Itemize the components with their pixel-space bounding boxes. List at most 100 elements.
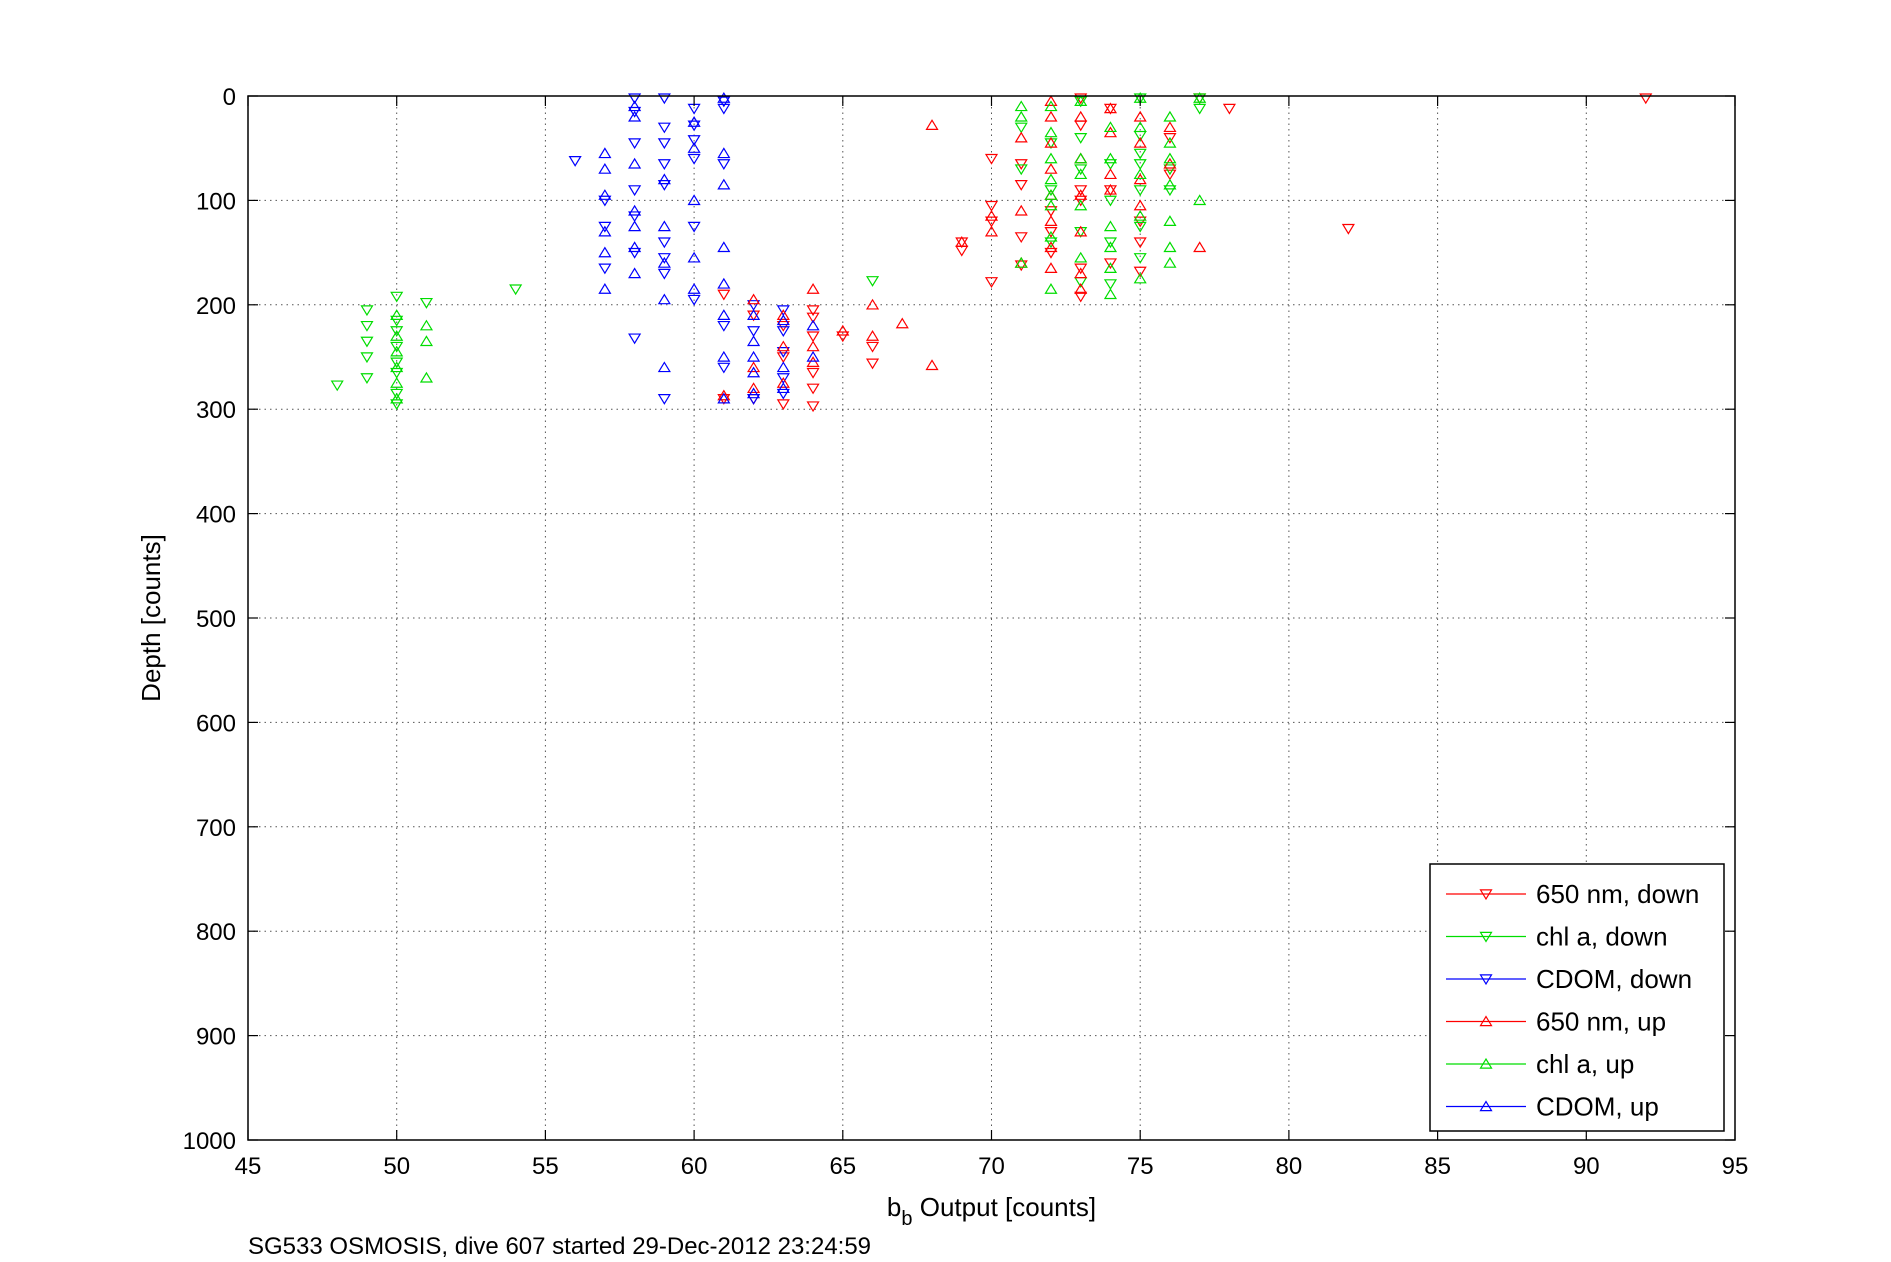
legend-label: 650 nm, up [1536, 1007, 1666, 1037]
data-point [1044, 237, 1058, 249]
data-point [1639, 93, 1653, 105]
data-point [1103, 220, 1118, 232]
data-point [1133, 272, 1147, 284]
data-point [717, 362, 731, 374]
data-point [1074, 168, 1088, 180]
data-point [806, 401, 820, 413]
data-point [1163, 110, 1177, 122]
x-tick-label: 80 [1276, 1153, 1303, 1180]
data-point [390, 330, 404, 341]
legend-item: chl a, up [1446, 1049, 1634, 1079]
data-point [1163, 169, 1177, 181]
data-point [390, 367, 404, 379]
data-point [598, 189, 612, 200]
data-point [806, 319, 820, 331]
legend-label: 650 nm, down [1536, 879, 1699, 909]
data-point [1044, 95, 1058, 106]
data-point [717, 178, 731, 190]
data-point [717, 147, 731, 159]
data-point [657, 253, 671, 264]
data-point [390, 291, 404, 303]
data-point [984, 277, 999, 288]
data-point [360, 373, 374, 384]
data-point [1074, 291, 1088, 303]
legend-item: CDOM, up [1446, 1092, 1659, 1122]
data-point [390, 315, 404, 327]
data-point [1074, 251, 1088, 263]
x-axis-title: bb Output [counts] [887, 1192, 1096, 1230]
y-tick-label: 400 [196, 502, 236, 529]
data-point [1074, 267, 1088, 279]
data-point [1044, 126, 1058, 138]
data-point [925, 119, 939, 130]
data-point [1044, 230, 1058, 242]
data-point [1193, 103, 1207, 115]
data-point [1044, 247, 1058, 259]
data-point [330, 380, 344, 392]
data-point [1163, 215, 1177, 227]
data-point [776, 361, 790, 373]
data-point [1074, 283, 1088, 294]
data-point [1133, 221, 1147, 233]
data-point [1103, 152, 1118, 164]
data-point [1014, 256, 1028, 268]
data-point [657, 220, 671, 232]
data-point [865, 276, 880, 287]
data-point [717, 277, 731, 289]
data-point [598, 246, 612, 258]
data-point [1341, 223, 1355, 235]
data-point [747, 326, 761, 338]
data-point [390, 309, 404, 320]
data-point [687, 135, 701, 146]
data-point [717, 289, 731, 301]
data-point [1103, 258, 1118, 270]
data-point [657, 256, 671, 268]
data-point [598, 147, 612, 159]
data-point [598, 221, 612, 233]
data-point [598, 263, 612, 275]
data-point [390, 326, 404, 338]
legend-item: chl a, down [1446, 922, 1668, 952]
data-point [1163, 157, 1177, 169]
legend-item: 650 nm, up [1446, 1007, 1666, 1037]
data-point [1163, 241, 1177, 253]
data-point [776, 399, 790, 411]
data-point [419, 297, 434, 309]
data-point [1074, 95, 1088, 106]
data-point [628, 157, 642, 169]
data-point [360, 336, 374, 348]
data-point [1103, 195, 1118, 207]
data-point [806, 356, 820, 367]
data-point [1044, 110, 1058, 122]
data-point [984, 209, 999, 221]
data-point [806, 283, 820, 294]
data-point [657, 159, 671, 170]
data-point [657, 293, 671, 305]
data-point [806, 350, 820, 362]
data-point [1074, 225, 1088, 237]
data-point [1074, 152, 1088, 164]
data-point [657, 237, 671, 249]
y-tick-label: 500 [196, 606, 236, 633]
data-point [628, 138, 642, 150]
data-point [1014, 260, 1028, 272]
data-point [865, 298, 880, 310]
x-tick-label: 95 [1722, 1153, 1749, 1180]
x-tick-label: 90 [1573, 1153, 1600, 1180]
data-point [1163, 164, 1177, 176]
data-point [776, 326, 790, 338]
data-point [865, 330, 880, 341]
data-point [1014, 159, 1028, 170]
data-point [717, 309, 731, 320]
y-tick-label: 600 [196, 710, 236, 737]
data-point [628, 185, 642, 197]
legend-label: chl a, up [1536, 1049, 1634, 1079]
y-tick-label: 900 [196, 1024, 236, 1051]
data-point [1133, 159, 1147, 170]
data-point [687, 194, 701, 206]
axis-ticks: 45 50 55 60 65 70 75 80 85 90 95 0 100 200 300 400 500 60… [183, 84, 1749, 1180]
data-point [776, 320, 790, 332]
data-point [1103, 121, 1118, 133]
data-point [687, 294, 701, 306]
data-point [1074, 185, 1088, 197]
